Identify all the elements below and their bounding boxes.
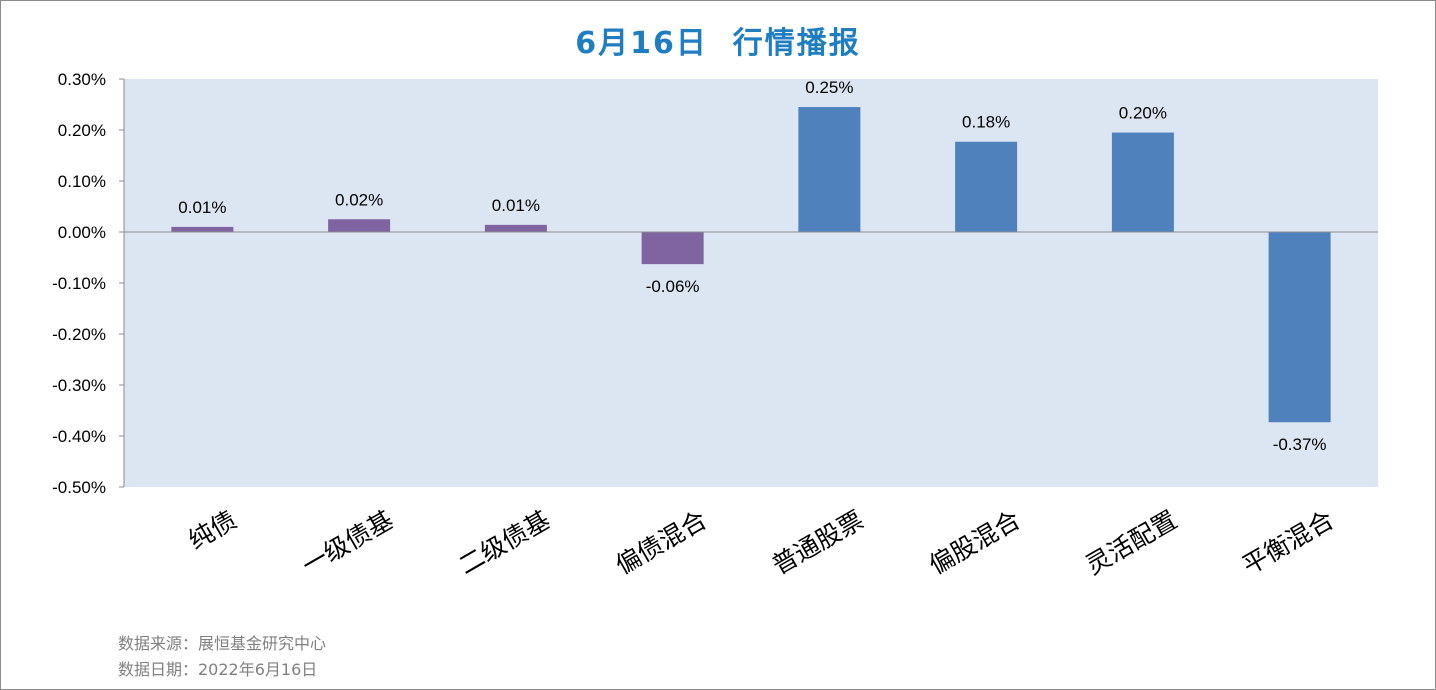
footer-source: 数据来源：展恒基金研究中心	[118, 634, 327, 653]
y-axis: 0.30% 0.20% 0.10% 0.00% -0.10% -0.20% -0.30% -0…	[52, 70, 125, 497]
data-label: -0.06%	[646, 277, 700, 296]
category-label: 平衡混合	[1238, 505, 1339, 580]
footer-date: 数据日期：2022年6月16日	[118, 660, 318, 679]
category-label: 普通股票	[767, 505, 868, 580]
bar	[484, 224, 547, 232]
bar	[328, 219, 391, 232]
category-label: 一级债基	[297, 505, 398, 580]
chart-title: 6月16日 行情播报	[575, 26, 861, 61]
data-label: 0.01%	[178, 198, 226, 217]
category-label: 二级债基	[454, 505, 555, 580]
y-tick-label: 0.10%	[58, 172, 106, 191]
category-label: 灵活配置	[1081, 505, 1182, 580]
category-label: 偏债混合	[611, 505, 712, 580]
y-tick-label: -0.40%	[52, 427, 106, 446]
data-label: -0.37%	[1273, 435, 1327, 454]
bars	[124, 107, 1378, 423]
y-tick-label: -0.30%	[52, 376, 106, 395]
y-tick-label: -0.20%	[52, 325, 106, 344]
bar	[1268, 232, 1331, 423]
bar	[641, 232, 704, 265]
y-tick-label: -0.50%	[52, 478, 106, 497]
bar	[955, 141, 1018, 232]
category-label: 偏股混合	[924, 505, 1025, 580]
data-label: 0.01%	[492, 196, 540, 215]
data-label: 0.02%	[335, 190, 383, 209]
data-label: 0.18%	[962, 113, 1010, 132]
bar	[798, 107, 861, 232]
bar	[1111, 132, 1174, 232]
plot-area	[124, 79, 1378, 487]
data-label: 0.25%	[805, 78, 853, 97]
y-tick-label: 0.00%	[58, 223, 106, 242]
category-label: 纯债	[184, 505, 242, 555]
bar	[171, 226, 234, 232]
data-labels: 0.01% 0.02% 0.01% -0.06% 0.25% 0.18% 0.20% -0.3…	[178, 78, 1326, 454]
y-tick-label: 0.30%	[58, 70, 106, 89]
y-tick-label: 0.20%	[58, 121, 106, 140]
data-label: 0.20%	[1119, 104, 1167, 123]
x-axis-labels: 纯债 一级债基 二级债基 偏债混合 普通股票 偏股混合 灵活配置 平衡混合	[184, 505, 1339, 580]
y-tick-label: -0.10%	[52, 274, 106, 293]
